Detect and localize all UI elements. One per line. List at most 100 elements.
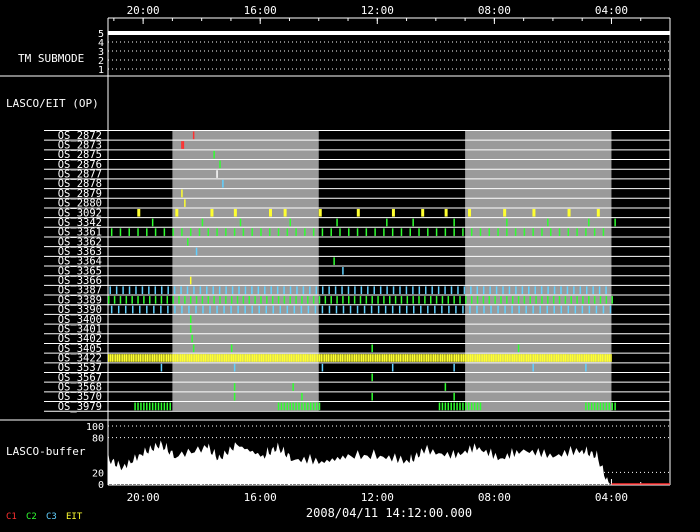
event-mark bbox=[189, 315, 192, 324]
event-mark bbox=[151, 402, 154, 411]
event-mark bbox=[543, 354, 546, 362]
event-mark bbox=[286, 305, 289, 314]
event-mark bbox=[271, 354, 273, 362]
event-mark bbox=[438, 402, 441, 411]
event-mark bbox=[418, 296, 420, 304]
event-mark bbox=[489, 286, 491, 295]
event-mark bbox=[592, 354, 595, 362]
event-mark bbox=[146, 354, 149, 362]
event-mark bbox=[371, 354, 373, 362]
event-mark bbox=[476, 402, 479, 411]
event-mark bbox=[127, 354, 129, 362]
event-mark bbox=[506, 296, 508, 304]
event-mark bbox=[496, 354, 498, 362]
event-mark bbox=[478, 354, 481, 362]
event-mark bbox=[605, 354, 607, 362]
event-mark bbox=[175, 208, 179, 217]
event-mark bbox=[346, 354, 349, 362]
event-mark bbox=[335, 305, 338, 314]
event-mark bbox=[376, 354, 379, 362]
row-label: OS_2877 bbox=[58, 169, 102, 181]
tm-submode-label: TM SUBMODE bbox=[18, 52, 84, 65]
event-mark bbox=[345, 354, 347, 362]
event-mark bbox=[447, 402, 450, 411]
event-mark bbox=[257, 286, 260, 295]
event-mark bbox=[134, 354, 136, 362]
event-mark bbox=[251, 228, 253, 236]
event-mark bbox=[328, 305, 331, 314]
event-mark bbox=[527, 354, 530, 362]
event-mark bbox=[153, 305, 155, 314]
event-mark bbox=[277, 402, 280, 411]
event-mark bbox=[143, 354, 145, 362]
event-mark bbox=[412, 218, 414, 227]
event-mark bbox=[479, 402, 482, 411]
event-mark bbox=[150, 354, 152, 362]
event-mark bbox=[562, 354, 565, 362]
submode-level-label: 5 bbox=[98, 29, 104, 40]
event-mark bbox=[431, 286, 433, 295]
event-mark bbox=[570, 296, 572, 304]
event-mark bbox=[385, 354, 387, 362]
event-mark bbox=[225, 296, 227, 304]
event-mark bbox=[137, 354, 140, 362]
event-mark bbox=[324, 354, 326, 362]
event-mark bbox=[137, 228, 139, 236]
event-mark bbox=[202, 354, 205, 362]
event-mark bbox=[532, 363, 534, 372]
event-mark bbox=[391, 305, 394, 314]
event-mark bbox=[134, 402, 136, 411]
event-mark bbox=[482, 286, 485, 295]
event-mark bbox=[307, 296, 309, 304]
event-mark bbox=[462, 305, 464, 314]
event-mark bbox=[462, 228, 464, 236]
event-mark bbox=[539, 305, 541, 314]
event-mark bbox=[525, 305, 527, 314]
event-mark bbox=[233, 208, 237, 217]
event-mark bbox=[413, 305, 415, 314]
event-mark bbox=[581, 305, 584, 314]
event-mark bbox=[576, 354, 579, 362]
event-mark bbox=[455, 354, 458, 362]
event-mark bbox=[362, 354, 365, 362]
event-mark bbox=[595, 305, 598, 314]
event-mark bbox=[560, 305, 563, 314]
event-mark bbox=[349, 305, 352, 314]
event-mark bbox=[290, 354, 293, 362]
event-mark bbox=[412, 286, 414, 295]
event-mark bbox=[192, 131, 195, 140]
event-mark bbox=[560, 286, 562, 295]
event-mark bbox=[239, 218, 242, 227]
event-mark bbox=[187, 354, 189, 362]
event-mark bbox=[567, 208, 571, 217]
event-mark bbox=[453, 392, 455, 401]
event-mark bbox=[555, 354, 558, 362]
event-mark bbox=[267, 354, 270, 362]
event-mark bbox=[283, 208, 287, 217]
event-mark bbox=[506, 228, 508, 236]
event-mark bbox=[396, 354, 398, 362]
event-mark bbox=[201, 218, 204, 227]
event-mark bbox=[470, 228, 473, 236]
event-mark bbox=[108, 296, 110, 304]
event-mark bbox=[295, 296, 297, 304]
event-mark bbox=[293, 305, 296, 314]
event-mark bbox=[371, 296, 373, 304]
event-mark bbox=[342, 296, 344, 304]
event-mark bbox=[144, 354, 147, 362]
event-mark bbox=[417, 354, 419, 362]
event-mark bbox=[588, 305, 591, 314]
event-mark bbox=[536, 354, 539, 362]
event-mark bbox=[119, 296, 122, 304]
event-mark bbox=[470, 286, 472, 295]
event-mark bbox=[184, 296, 186, 304]
event-mark bbox=[236, 296, 239, 304]
event-mark bbox=[304, 354, 307, 362]
event-mark bbox=[342, 305, 345, 314]
event-mark bbox=[504, 305, 506, 314]
event-mark bbox=[420, 305, 422, 314]
event-mark bbox=[587, 354, 589, 362]
event-mark bbox=[332, 354, 335, 362]
